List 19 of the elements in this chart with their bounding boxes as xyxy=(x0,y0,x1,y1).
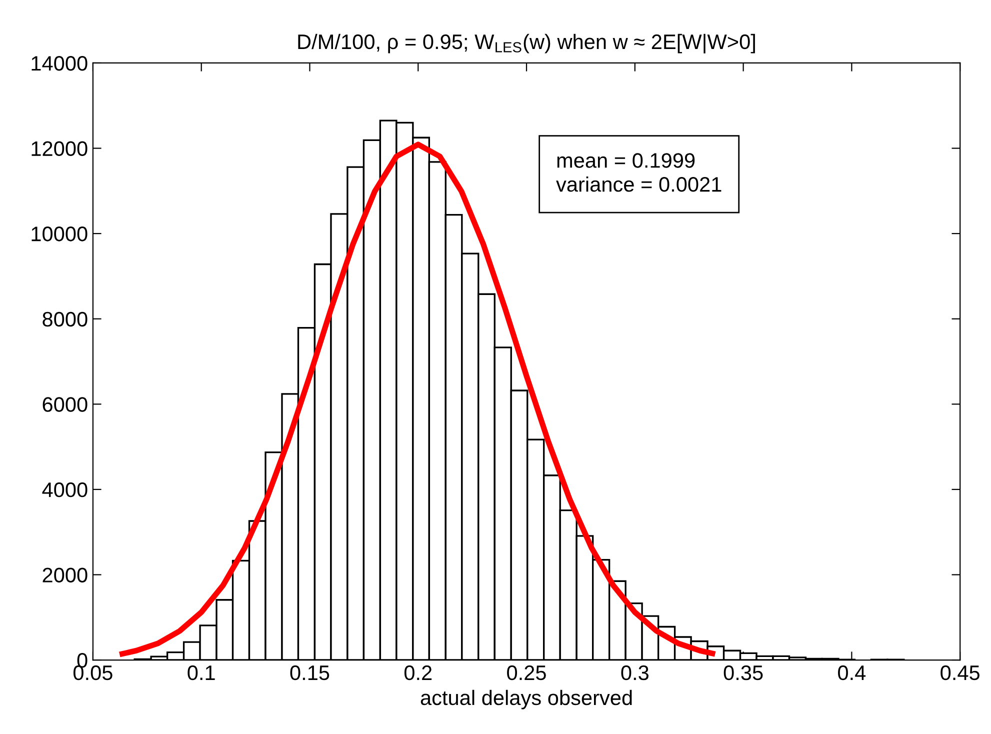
annotation: variance = 0.0021 xyxy=(556,176,722,192)
x-tick-label: 0.45 xyxy=(940,665,980,680)
chart-title: D/M/100, ρ = 0.95; W$_{LES}$(w) when w ≈ 2E[W|W>0] xyxy=(298,34,755,54)
x-tick-label: 0.4 xyxy=(838,665,866,680)
y-tick-label: 10000 xyxy=(32,226,88,242)
y-tick-label: 8000 xyxy=(42,312,88,327)
x-tick-label: 0.3 xyxy=(621,665,648,680)
y-tick-label: 4000 xyxy=(42,482,88,498)
y-tick-label: 12000 xyxy=(32,141,88,156)
x-tick-label: 0.15 xyxy=(290,665,330,680)
x-tick-label: 0.25 xyxy=(507,665,546,680)
x-tick-label: 0.1 xyxy=(188,665,215,680)
x-axis-title: actual delays observed xyxy=(420,690,632,710)
y-tick-label: 6000 xyxy=(42,397,88,412)
annotation: mean = 0.1999 xyxy=(557,153,695,168)
y-tick-label: 14000 xyxy=(32,56,88,71)
x-tick-label: 0.35 xyxy=(724,665,763,680)
y-tick-label: 2000 xyxy=(42,568,88,582)
x-tick-label: 0.2 xyxy=(404,665,432,680)
